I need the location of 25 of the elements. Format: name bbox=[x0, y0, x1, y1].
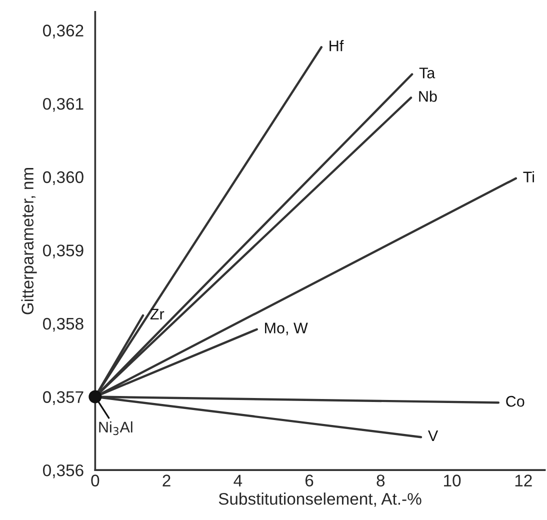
y-tick-label: 0,357 bbox=[43, 391, 84, 405]
series-label: Hf bbox=[330, 40, 344, 52]
x-tick-label: 8 bbox=[376, 474, 385, 486]
series-label: Ti bbox=[523, 171, 534, 182]
y-tick-label: 0,359 bbox=[43, 244, 84, 258]
x-tick-label: 6 bbox=[306, 474, 314, 486]
x-tick-label: 2 bbox=[162, 474, 170, 486]
y-axis-title: Gitterparameter, nm bbox=[21, 168, 37, 314]
series-label: Nb bbox=[419, 90, 437, 102]
series-label: V bbox=[428, 430, 438, 442]
x-tick-label: 12 bbox=[515, 474, 532, 486]
y-tick-label: 0,356 bbox=[43, 464, 84, 478]
series-label: Co bbox=[506, 396, 524, 407]
x-axis-title: Substitutionselement, At.-% bbox=[218, 492, 422, 507]
y-tick-label: 0,361 bbox=[43, 98, 84, 112]
series-label: Zr bbox=[150, 308, 164, 320]
x-tick-label: 0 bbox=[91, 474, 100, 486]
annotation: Ni$_{3}$Al bbox=[99, 421, 132, 436]
y-tick-label: 0,362 bbox=[43, 24, 84, 38]
series-label: Ta bbox=[419, 68, 436, 78]
y-tick-label: 0,358 bbox=[43, 318, 84, 332]
x-tick-label: 4 bbox=[234, 474, 242, 486]
x-tick-label: 10 bbox=[444, 474, 461, 486]
y-tick-label: 0,360 bbox=[43, 171, 84, 186]
series-label: Mo, W bbox=[265, 322, 308, 336]
